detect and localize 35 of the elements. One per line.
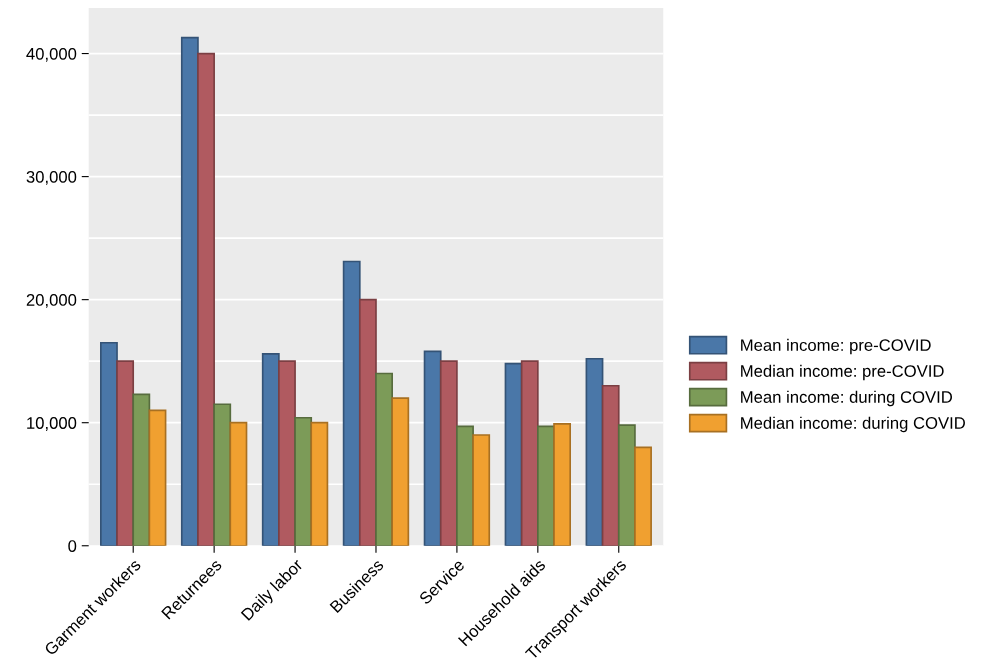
bar <box>520 360 539 546</box>
bar <box>423 350 442 546</box>
y-tick-label: 0 <box>68 540 77 552</box>
bar <box>116 360 135 546</box>
legend-label: Mean income: during COVID <box>741 390 953 407</box>
legend-label: Median income: during COVID <box>741 416 965 433</box>
bar <box>375 372 394 546</box>
bar <box>261 352 280 546</box>
bar <box>278 360 296 546</box>
bar <box>310 421 329 546</box>
bar <box>585 357 604 546</box>
bar <box>197 52 215 546</box>
bar <box>634 446 652 546</box>
y-tick-label: 20,000 <box>26 294 77 308</box>
bar <box>358 298 377 546</box>
y-tick-label: 10,000 <box>27 417 77 431</box>
y-tick-label: 40,000 <box>26 47 77 62</box>
legend-label: Mean income: pre-COVID <box>741 338 931 355</box>
y-tick-label: 30,000 <box>26 171 77 185</box>
bar <box>229 421 248 546</box>
bar <box>601 384 620 546</box>
bar <box>148 409 167 546</box>
bar <box>439 360 458 546</box>
bar <box>342 260 361 546</box>
bar <box>180 36 199 546</box>
bar <box>553 423 572 546</box>
bar <box>391 397 410 546</box>
legend-label: Median income: pre-COVID <box>741 364 944 381</box>
bar <box>100 341 118 546</box>
bar <box>617 424 636 546</box>
bar <box>456 425 474 546</box>
bar <box>213 403 232 546</box>
bar <box>132 393 151 546</box>
bar <box>294 416 313 546</box>
bar <box>472 434 491 546</box>
